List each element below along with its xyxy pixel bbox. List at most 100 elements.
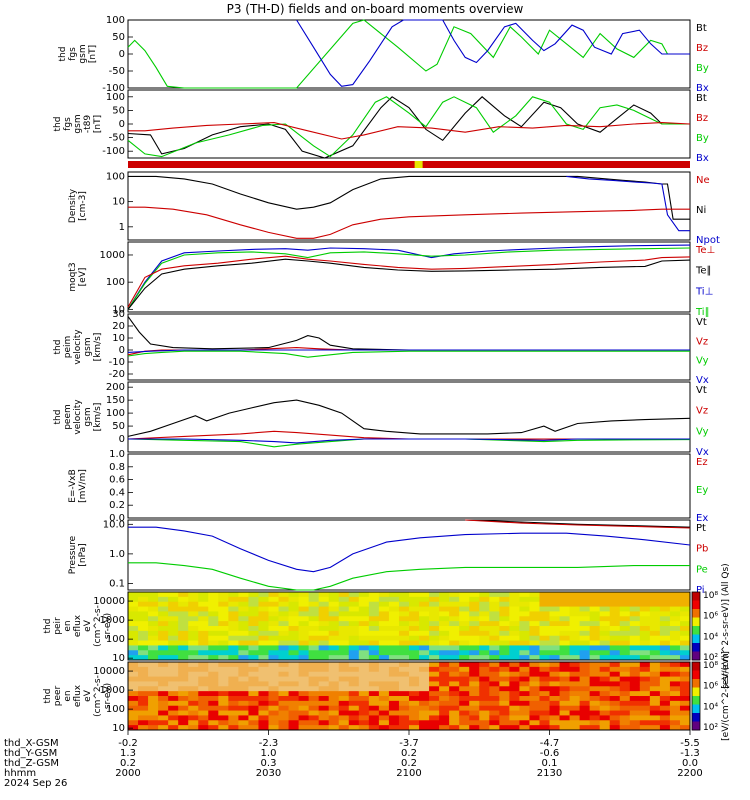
heatmap-cell: [238, 705, 249, 712]
heatmap-cell: [679, 650, 691, 656]
panel-frame: [127, 89, 691, 159]
heatmap-cell: [368, 691, 380, 697]
heatmap-cell: [318, 662, 330, 668]
heatmap-cell: [208, 666, 219, 673]
y-axis-label: E=-VxB: [68, 469, 78, 503]
y-tick-label: 0: [119, 434, 125, 445]
heatmap-cell: [188, 616, 199, 622]
heatmap-cell: [659, 601, 671, 608]
heatmap-cell: [218, 592, 229, 598]
heatmap-cell: [649, 592, 661, 598]
heatmap-cell: [278, 671, 290, 678]
heatmap-cell: [258, 650, 269, 656]
heatmap-cell: [419, 696, 430, 702]
heatmap-cell: [298, 640, 310, 646]
heatmap-cell: [388, 650, 400, 656]
heatmap-cell: [659, 606, 671, 612]
heatmap-cell: [138, 696, 149, 702]
y-tick-label: 30: [112, 309, 125, 320]
heatmap-cell: [398, 696, 410, 702]
heatmap-cell: [439, 666, 450, 673]
heatmap-cell: [659, 705, 671, 712]
heatmap-cell: [469, 666, 480, 673]
heatmap-cell: [268, 696, 280, 702]
heatmap-cell: [499, 616, 510, 622]
heatmap-cell: [459, 681, 470, 687]
heatmap-cell: [238, 686, 249, 692]
heatmap-cell: [248, 700, 259, 707]
heatmap-cell: [469, 671, 480, 678]
heatmap-cell: [328, 635, 340, 642]
heatmap-cell: [308, 681, 320, 687]
heatmap-cell: [619, 696, 631, 702]
heatmap-cell: [338, 592, 350, 598]
heatmap-cell: [378, 645, 390, 651]
heatmap-cell: [248, 611, 259, 617]
heatmap-cell: [559, 681, 571, 687]
heatmap-cell: [368, 681, 380, 687]
heatmap-cell: [298, 720, 310, 726]
heatmap-cell: [398, 700, 410, 707]
heatmap-cell: [519, 705, 530, 712]
heatmap-cell: [529, 601, 540, 608]
heatmap-cell: [419, 596, 430, 603]
heatmap-cell: [659, 710, 671, 716]
heatmap-cell: [358, 671, 370, 678]
heatmap-cell: [338, 640, 350, 646]
heatmap-cell: [599, 611, 611, 617]
heatmap-cell: [148, 601, 159, 608]
heatmap-cell: [489, 725, 500, 731]
heatmap-cell: [248, 630, 259, 637]
heatmap-cell: [278, 696, 290, 702]
heatmap-cell: [218, 671, 229, 678]
heatmap-cell: [559, 611, 571, 617]
heatmap-cell: [338, 720, 350, 726]
heatmap-cell: [298, 686, 310, 692]
heatmap-cell: [358, 720, 370, 726]
heatmap-cell: [419, 592, 430, 598]
heatmap-cell: [358, 655, 370, 661]
heatmap-cell: [539, 621, 550, 627]
heatmap-cell: [519, 676, 530, 682]
colorbar-swatch: [692, 696, 700, 705]
heatmap-cell: [278, 676, 290, 682]
heatmap-cell: [208, 725, 219, 731]
heatmap-cell: [348, 710, 360, 716]
heatmap-cell: [178, 725, 189, 731]
heatmap-cell: [178, 705, 189, 712]
heatmap-cell: [469, 655, 480, 661]
heatmap-cell: [318, 705, 330, 712]
heatmap-cell: [499, 720, 510, 726]
y-tick-label: -10: [109, 357, 125, 368]
heatmap-cell: [469, 616, 480, 622]
heatmap-cell: [459, 611, 470, 617]
heatmap-cell: [459, 606, 470, 612]
heatmap-cell: [619, 650, 631, 656]
heatmap-cell: [398, 630, 410, 637]
heatmap-cell: [238, 671, 249, 678]
heatmap-cell: [539, 710, 550, 716]
heatmap-cell: [378, 686, 390, 692]
heatmap-cell: [649, 626, 661, 632]
heatmap-cell: [479, 671, 490, 678]
heatmap-cell: [469, 691, 480, 697]
heatmap-cell: [368, 592, 380, 598]
heatmap-cell: [599, 616, 611, 622]
heatmap-cell: [529, 611, 540, 617]
y-tick-label: 100: [106, 171, 125, 182]
heatmap-cell: [629, 640, 641, 646]
heatmap-cell: [308, 686, 320, 692]
heatmap-cell: [128, 621, 139, 627]
heatmap-cell: [198, 630, 209, 637]
heatmap-cell: [338, 621, 350, 627]
y-axis-label: peer: [53, 685, 63, 706]
heatmap-cell: [228, 725, 239, 731]
heatmap-cell: [158, 611, 169, 617]
heatmap-cell: [128, 700, 139, 707]
heatmap-cell: [158, 710, 169, 716]
heatmap-cell: [328, 596, 340, 603]
heatmap-cell: [649, 710, 661, 716]
heatmap-cell: [128, 710, 139, 716]
y-tick-label: -50: [109, 133, 125, 144]
heatmap-cell: [158, 635, 169, 642]
